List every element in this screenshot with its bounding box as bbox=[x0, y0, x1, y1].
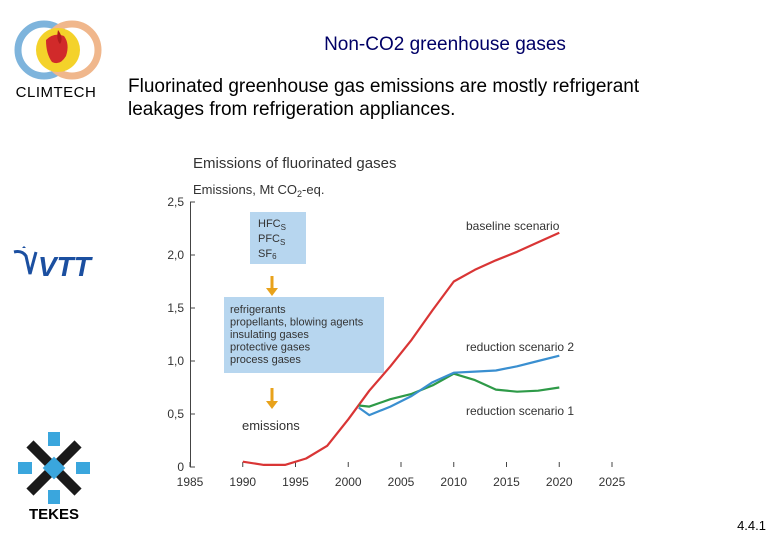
x-tick-label: 2025 bbox=[599, 475, 626, 489]
uses-box bbox=[224, 297, 384, 373]
climtech-globe-logo bbox=[14, 20, 102, 80]
slide-subtitle: Fluorinated greenhouse gas emissions are… bbox=[128, 75, 728, 121]
y-tick-label: 0 bbox=[177, 460, 184, 474]
x-tick-label: 2005 bbox=[388, 475, 415, 489]
x-tick-label: 2010 bbox=[440, 475, 467, 489]
series-label-baseline: baseline scenario bbox=[466, 219, 560, 233]
series-line-reduction-2 bbox=[358, 354, 560, 417]
page-number: 4.4.1 bbox=[737, 518, 766, 533]
y-tick-label: 0,5 bbox=[167, 407, 184, 421]
y-tick-label: 2,0 bbox=[167, 248, 184, 262]
gas-hfc-label: HFCS bbox=[258, 218, 286, 232]
x-tick-label: 1995 bbox=[282, 475, 309, 489]
climtech-logo-text: CLIMTECH bbox=[15, 84, 97, 101]
series-label-reduction-1: reduction scenario 1 bbox=[466, 404, 574, 418]
chart-title: Emissions of fluorinated gases bbox=[193, 155, 396, 172]
x-tick-label: 1985 bbox=[177, 475, 204, 489]
vtt-logo: VTT bbox=[13, 246, 94, 282]
y-axis-label: Emissions, Mt CO2-eq. bbox=[193, 182, 324, 199]
sidebar: CLIMTECH VTT TEKES bbox=[0, 0, 110, 540]
x-tick-label: 2015 bbox=[493, 475, 520, 489]
gas-sf6-label: SF6 bbox=[258, 248, 277, 261]
gas-pfc-label: PFCS bbox=[258, 233, 285, 247]
use-item: process gases bbox=[230, 354, 301, 366]
arrow-to-emissions-head bbox=[266, 401, 278, 409]
tekes-snowflake-logo bbox=[18, 432, 90, 504]
y-tick-label: 2,5 bbox=[167, 195, 184, 209]
use-item: insulating gases bbox=[230, 329, 309, 341]
subtitle-line-2: leakages from refrigeration appliances. bbox=[128, 99, 456, 120]
use-item: protective gases bbox=[230, 342, 311, 354]
slide-title: Non-CO2 greenhouse gases bbox=[324, 34, 566, 55]
series-line-reduction-1 bbox=[358, 372, 560, 408]
x-tick-label: 2000 bbox=[335, 475, 362, 489]
tekes-logo-text: TEKES bbox=[28, 506, 79, 523]
use-item: propellants, blowing agents bbox=[230, 317, 364, 329]
x-tick-label: 1990 bbox=[229, 475, 256, 489]
y-tick-label: 1,0 bbox=[167, 354, 184, 368]
series-line-baseline bbox=[242, 231, 560, 466]
fluorinated-gas-emissions-chart: Emissions of fluorinated gases Emissions… bbox=[167, 155, 626, 489]
subtitle-line-1: Fluorinated greenhouse gas emissions are… bbox=[128, 76, 640, 97]
gases-box bbox=[250, 212, 306, 264]
use-item: refrigerants bbox=[230, 304, 286, 316]
arrow-to-uses-head bbox=[266, 288, 278, 296]
emissions-label: emissions bbox=[242, 418, 300, 433]
x-tick-label: 2020 bbox=[546, 475, 573, 489]
series-label-reduction-2: reduction scenario 2 bbox=[466, 340, 574, 354]
y-tick-label: 1,5 bbox=[167, 301, 184, 315]
vtt-logo-text: VTT bbox=[38, 251, 94, 282]
